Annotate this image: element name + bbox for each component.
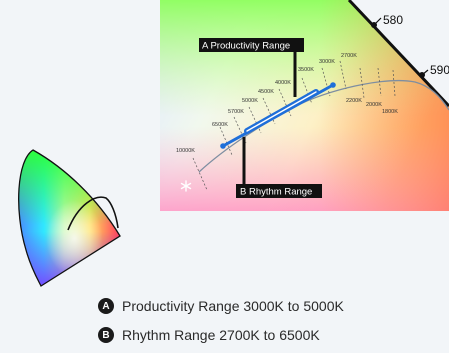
productivity-range-line bbox=[244, 89, 319, 134]
isotherm-lines bbox=[192, 60, 396, 191]
badge-a-icon: A bbox=[98, 298, 114, 314]
cct-label-3000k: 3000K bbox=[319, 59, 335, 65]
cie-gamut-inset bbox=[18, 149, 121, 287]
cct-label-1800k: 1800K bbox=[382, 109, 398, 115]
svg-text:A Productivity Range: A Productivity Range bbox=[202, 41, 290, 52]
cct-label-2200k: 2200K bbox=[346, 98, 362, 104]
cct-label-3500k: 3500K bbox=[298, 67, 314, 73]
cct-label-4500k: 4500K bbox=[258, 89, 274, 95]
callout-productivity: A Productivity Range bbox=[199, 38, 304, 97]
cct-label-5000k: 5000K bbox=[242, 98, 258, 104]
spectral-locus-edge bbox=[347, 0, 449, 108]
svg-text:B Rhythm Range: B Rhythm Range bbox=[240, 187, 312, 198]
white-point-icon bbox=[180, 180, 192, 192]
badge-b-icon: B bbox=[98, 327, 114, 343]
svg-text:580: 580 bbox=[383, 13, 403, 27]
legend-text-rhythm: Rhythm Range 2700K to 6500K bbox=[122, 327, 320, 343]
inset-planckian-curve bbox=[67, 196, 119, 231]
legend-item-productivity: A Productivity Range 3000K to 5000K bbox=[98, 296, 344, 316]
callout-rhythm: B Rhythm Range bbox=[236, 137, 322, 198]
legend-item-rhythm: B Rhythm Range 2700K to 6500K bbox=[98, 325, 320, 345]
cct-label-2700k: 2700K bbox=[341, 53, 357, 59]
cct-label-6500k: 6500K bbox=[212, 122, 228, 128]
legend-text-productivity: Productivity Range 3000K to 5000K bbox=[122, 298, 344, 314]
cct-label-5700k: 5700K bbox=[228, 109, 244, 115]
wavelength-590: 590 bbox=[419, 63, 449, 78]
svg-text:590: 590 bbox=[430, 63, 449, 77]
cct-label-2000k: 2000K bbox=[366, 102, 382, 108]
wavelength-580: 580 bbox=[371, 13, 403, 28]
cct-label-4000k: 4000K bbox=[275, 80, 291, 86]
cct-label-10000k: 10000K bbox=[176, 148, 195, 154]
planckian-locus bbox=[198, 79, 449, 173]
zoom-panel bbox=[160, 0, 449, 211]
